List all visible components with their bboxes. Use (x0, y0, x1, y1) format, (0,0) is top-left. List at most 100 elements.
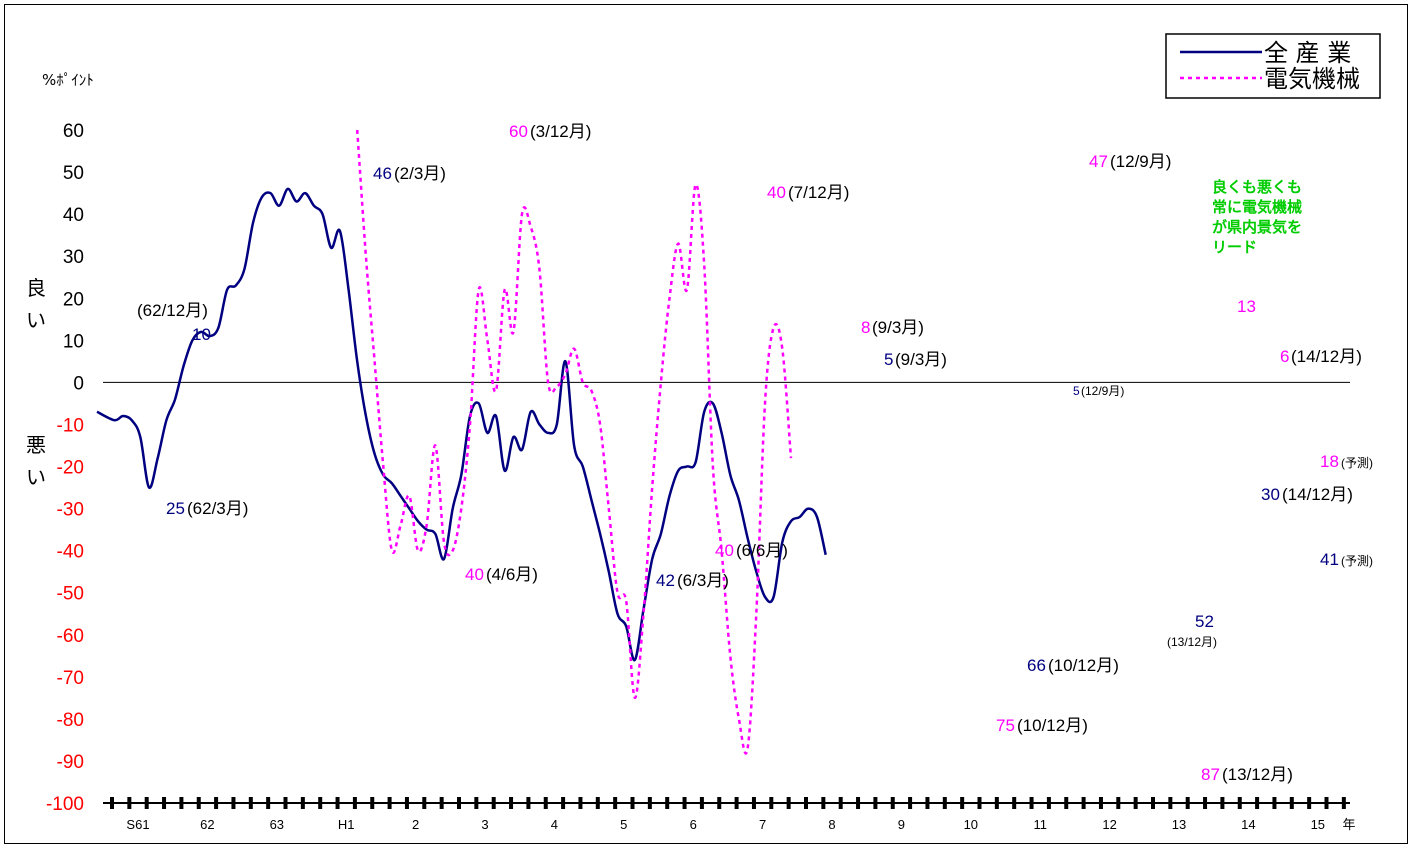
y-tick-label: -90 (57, 752, 84, 773)
data-label-annotation: 18 (予測) (1320, 452, 1373, 471)
x-tick-mark (699, 797, 704, 809)
data-label-annotation: 66 (10/12月) (1027, 656, 1119, 675)
x-tick-mark (1012, 797, 1017, 809)
x-tick-mark (856, 797, 861, 809)
note-text: リード (1212, 238, 1257, 256)
note-text: が県内景気を (1212, 218, 1302, 236)
y-tick-label: -60 (57, 626, 84, 647)
data-label-date: (予測) (1341, 456, 1373, 470)
data-label-date: (62/12月) (137, 301, 208, 320)
x-tick-mark (925, 797, 930, 809)
note-text: 良くも悪くも (1212, 178, 1302, 196)
x-tick-mark (300, 797, 305, 809)
data-label-annotation: 42 (6/3月) (656, 571, 729, 590)
bad-label: い (26, 465, 46, 489)
x-tick-label: 2 (412, 817, 419, 832)
data-label-value: 40 (715, 541, 734, 560)
data-label-date: (12/9月) (1081, 384, 1124, 398)
x-tick-mark (231, 797, 236, 809)
data-label-annotation: 46 (2/3月) (373, 164, 446, 183)
data-label-annotation: 87 (13/12月) (1201, 765, 1293, 784)
data-label-date: (6/3月) (677, 571, 729, 590)
data-label-annotation: 6 (14/12月) (1280, 347, 1362, 366)
x-tick-mark (1220, 797, 1225, 809)
x-tick-mark (717, 797, 722, 809)
x-tick-mark (196, 797, 201, 809)
x-tick-mark (595, 797, 600, 809)
data-label-value: 66 (1027, 656, 1046, 675)
data-label-date: (9/3月) (872, 318, 924, 337)
note-text: 常に電気機械 (1212, 198, 1302, 216)
data-label-annotation: (13/12月) (1167, 635, 1217, 649)
x-tick-mark (613, 797, 618, 809)
x-tick-mark (179, 797, 184, 809)
x-tick-mark (127, 797, 132, 809)
unit-label: %ﾎﾟｲﾝﾄ (42, 71, 94, 89)
legend-label: 電気機械 (1264, 65, 1360, 93)
x-tick-label: 8 (828, 817, 835, 832)
x-tick-mark (1185, 797, 1190, 809)
data-label-value: 5 (884, 350, 893, 369)
x-tick-mark (647, 797, 652, 809)
legend-box (1165, 33, 1381, 99)
x-tick-mark (873, 797, 878, 809)
x-tick-mark (561, 797, 566, 809)
x-tick-mark (1341, 797, 1346, 809)
data-label-date: (13/12月) (1222, 765, 1293, 784)
x-tick-mark (630, 797, 635, 809)
x-tick-mark (422, 797, 427, 809)
y-tick-label: -10 (57, 415, 84, 436)
data-label-annotation: 40 (7/12月) (767, 183, 849, 202)
x-tick-mark (439, 797, 444, 809)
data-label-date: (7/12月) (788, 183, 849, 202)
bad-label: 悪 (26, 433, 46, 457)
x-tick-mark (838, 797, 843, 809)
data-label-date: (9/3月) (895, 350, 947, 369)
data-label-annotation: 5 (9/3月) (884, 350, 947, 369)
x-tick-mark (1168, 797, 1173, 809)
data-label-annotation: 47 (12/9月) (1089, 152, 1171, 171)
x-tick-mark (1029, 797, 1034, 809)
data-label-date: (3/12月) (530, 122, 591, 141)
data-label-date: (予測) (1341, 554, 1373, 568)
data-label-value: 18 (1320, 452, 1339, 471)
data-label-value: 10 (192, 325, 211, 344)
x-tick-mark (214, 797, 219, 809)
x-tick-label: S61 (126, 817, 149, 832)
data-label-value: 41 (1320, 550, 1339, 569)
x-tick-mark (266, 797, 271, 809)
data-label-annotation: 5 (12/9月) (1073, 384, 1124, 398)
x-tick-label: 9 (898, 817, 905, 832)
x-tick-mark (769, 797, 774, 809)
x-tick-mark (387, 797, 392, 809)
x-tick-mark (352, 797, 357, 809)
x-tick-mark (474, 797, 479, 809)
data-label-value: 5 (1073, 384, 1080, 398)
data-label-date: (2/3月) (394, 164, 446, 183)
data-label-date: (12/9月) (1110, 152, 1171, 171)
data-label-annotation: 75 (10/12月) (996, 716, 1088, 735)
data-label-value: 30 (1261, 485, 1280, 504)
data-label-annotation: 25 (62/3月) (166, 499, 248, 518)
x-tick-mark (1255, 797, 1260, 809)
y-tick-label: 0 (73, 373, 84, 394)
data-label-date: (13/12月) (1167, 635, 1217, 649)
data-label-annotation: 41 (予測) (1320, 550, 1373, 569)
data-label-annotation: 40 (4/6月) (465, 565, 538, 584)
x-tick-mark (1116, 797, 1121, 809)
x-tick-mark (804, 797, 808, 809)
data-label-date: (4/6月) (486, 565, 538, 584)
data-label-value: 46 (373, 164, 392, 183)
x-tick-label: 4 (551, 817, 558, 832)
x-tick-mark (1307, 797, 1312, 809)
good-label: い (26, 308, 46, 332)
data-label-annotation: 30 (14/12月) (1261, 485, 1353, 504)
y-tick-label: 10 (63, 331, 84, 352)
y-tick-label: -80 (57, 710, 84, 731)
data-label-value: 60 (509, 122, 528, 141)
data-label-value: 40 (767, 183, 786, 202)
x-tick-mark (1237, 797, 1242, 809)
x-tick-mark (144, 797, 149, 809)
data-label-value: 13 (1237, 297, 1256, 316)
x-tick-label: 5 (620, 817, 627, 832)
